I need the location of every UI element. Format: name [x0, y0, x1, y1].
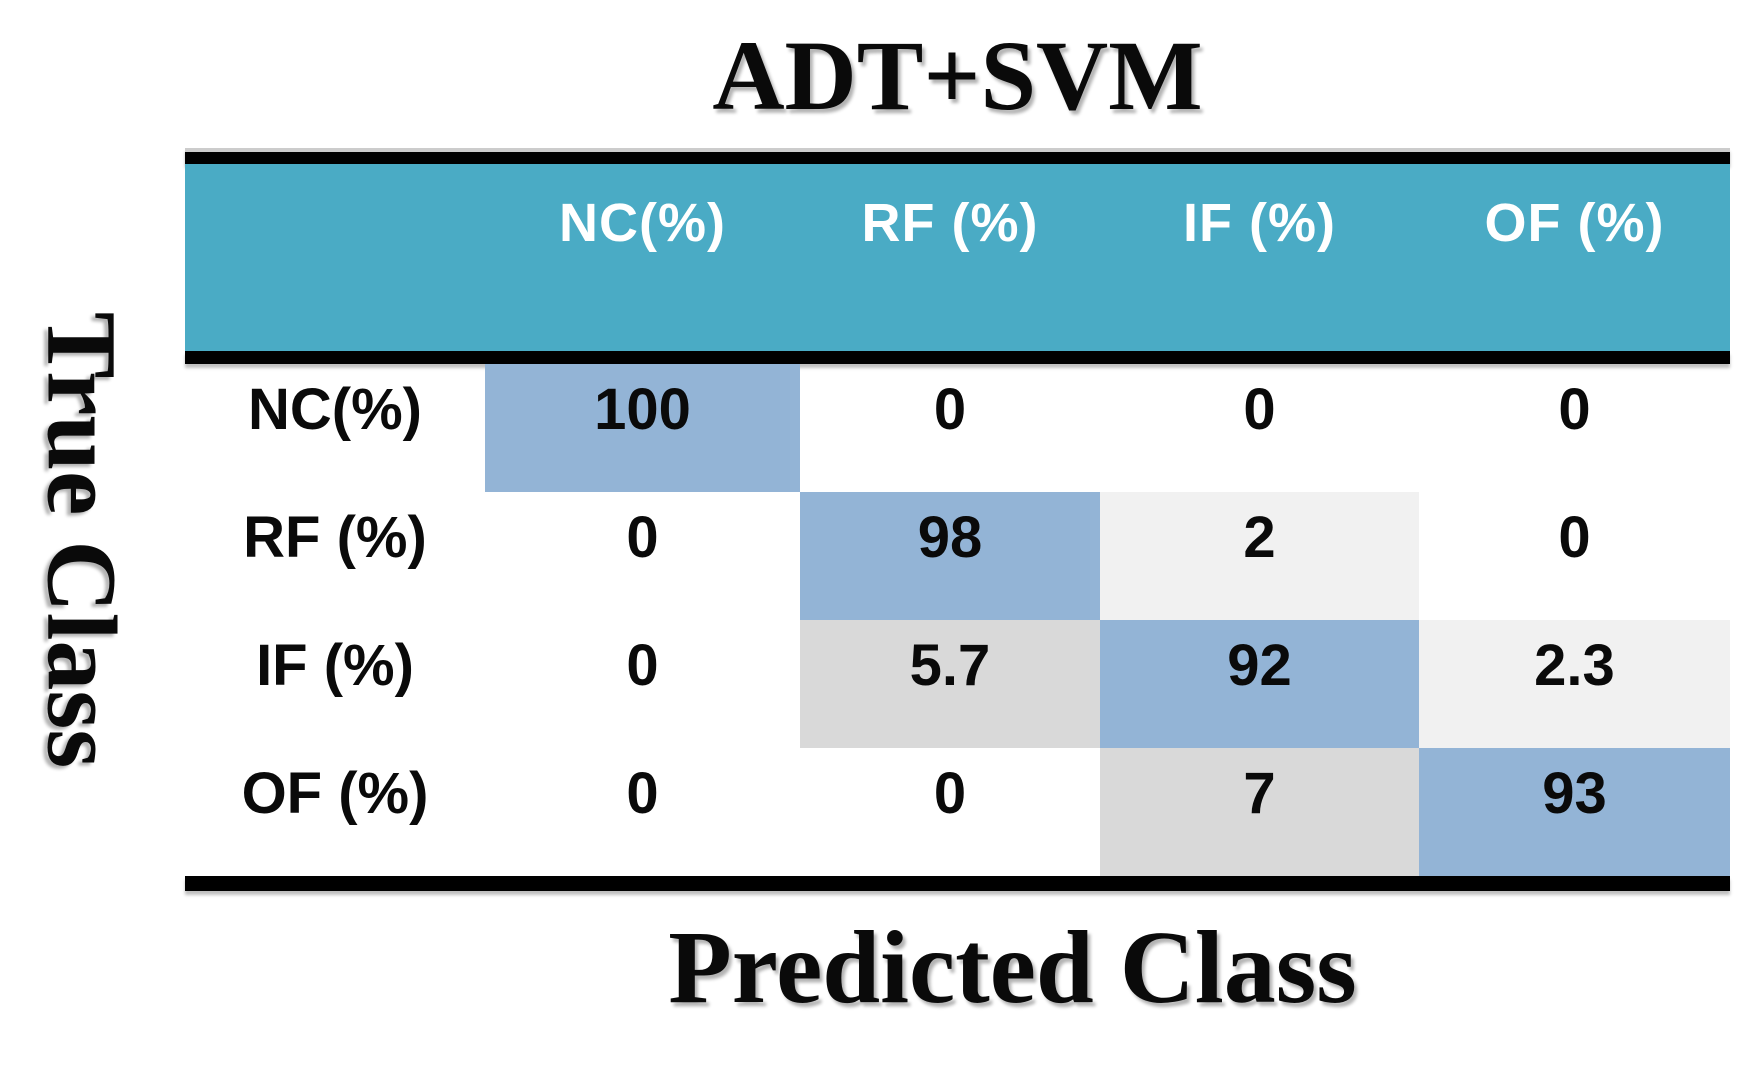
- matrix-cell: 0: [1243, 377, 1276, 442]
- x-axis-label: Predicted Class: [668, 910, 1357, 1025]
- header-spacer-cell: [185, 164, 485, 351]
- column-header-nc: NC(%): [559, 193, 726, 253]
- table-row: OF (%) 0 0 7 93: [185, 748, 1730, 876]
- column-header-if: IF (%): [1183, 193, 1336, 253]
- matrix-cell: 92: [1100, 620, 1419, 748]
- matrix-cell: 100: [485, 364, 800, 492]
- matrix-cell: 0: [933, 761, 967, 826]
- table-top-rule: [185, 148, 1730, 164]
- matrix-cell: 93: [1419, 748, 1730, 876]
- confusion-matrix-table: NC(%) RF (%) IF (%) OF (%) NC(%) 100 0 0 0 RF…: [185, 148, 1730, 891]
- matrix-cell: 0: [933, 377, 967, 442]
- figure-title: ADT+SVM: [712, 20, 1203, 131]
- row-label: NC(%): [248, 377, 422, 442]
- matrix-cell: 7: [1100, 748, 1419, 876]
- matrix-cell: 5.7: [800, 620, 1100, 748]
- column-header-rf: RF (%): [861, 193, 1039, 253]
- table-row: NC(%) 100 0 0 0: [185, 364, 1730, 492]
- row-label: IF (%): [256, 633, 414, 698]
- matrix-cell: 0: [626, 505, 659, 570]
- matrix-cell: 0: [1558, 377, 1591, 442]
- table-row: IF (%) 0 5.7 92 2.3: [185, 620, 1730, 748]
- matrix-cell: 0: [626, 633, 659, 698]
- matrix-cell: 2.3: [1419, 620, 1730, 748]
- table-header-row: NC(%) RF (%) IF (%) OF (%): [185, 164, 1730, 351]
- table-row: RF (%) 0 98 2 0: [185, 492, 1730, 620]
- row-label: OF (%): [241, 761, 429, 826]
- y-axis-label: True Class: [26, 311, 138, 769]
- table-body: NC(%) 100 0 0 0 RF (%) 0 98 2 0 IF (%) 0 5.7 92 2.3 OF …: [185, 364, 1730, 876]
- column-header-of: OF (%): [1484, 193, 1665, 253]
- matrix-cell: 0: [626, 761, 659, 826]
- table-bottom-rule: [185, 876, 1730, 891]
- matrix-cell: 0: [1558, 505, 1591, 570]
- matrix-cell: 2: [1100, 492, 1419, 620]
- matrix-cell: 98: [800, 492, 1100, 620]
- row-label: RF (%): [243, 505, 427, 570]
- table-header-rule: [185, 351, 1730, 364]
